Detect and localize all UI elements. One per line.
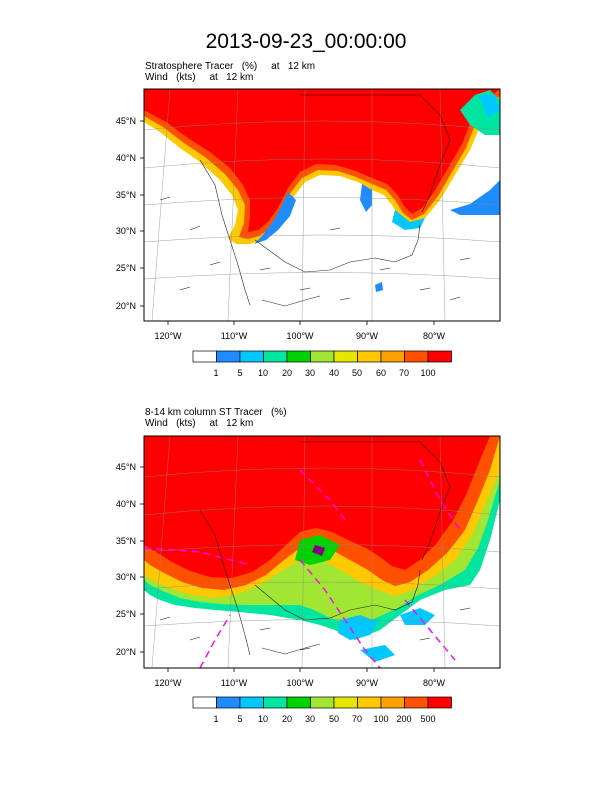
bottom-lon-label-110: 110°W bbox=[220, 678, 248, 688]
bottom-lon-label-100: 100°W bbox=[286, 678, 314, 688]
bottom-lat-label-35: 35°N bbox=[115, 536, 136, 546]
top-map-frame bbox=[143, 88, 501, 322]
top-lon-label-120: 120°W bbox=[154, 331, 182, 341]
top-lat-label-40: 40°N bbox=[115, 153, 136, 163]
top-lat-label-30: 30°N bbox=[115, 226, 136, 236]
top-colorbar-label: 70 bbox=[398, 368, 409, 378]
top-lon-label-90: 90°W bbox=[355, 331, 379, 341]
bottom-colorbar-label: 500 bbox=[420, 714, 436, 724]
bottom-colorbar-label: 100 bbox=[373, 714, 389, 724]
top-lon-label-100: 100°W bbox=[286, 331, 314, 341]
top-colorbar-label: 5 bbox=[237, 368, 243, 378]
top-lat-label-20: 20°N bbox=[115, 301, 136, 311]
bottom-lon-label-120: 120°W bbox=[154, 678, 182, 688]
top-lon-label-80: 80°W bbox=[422, 331, 446, 341]
top-colorbar-label: 100 bbox=[420, 368, 436, 378]
bottom-colorbar-label: 70 bbox=[351, 714, 362, 724]
bottom-colorbar-label: 5 bbox=[237, 714, 243, 724]
bottom-colorbar-label: 30 bbox=[304, 714, 315, 724]
bottom-panel-title-1: 8-14 km column ST Tracer (%) bbox=[145, 407, 287, 418]
bottom-colorbar-label: 1 bbox=[213, 714, 219, 724]
top-colorbar-label: 50 bbox=[351, 368, 362, 378]
bottom-colorbar-label: 200 bbox=[396, 714, 412, 724]
top-colorbar-label: 30 bbox=[304, 368, 315, 378]
top-lat-label-25: 25°N bbox=[115, 263, 136, 273]
top-colorbar-label: 60 bbox=[375, 368, 386, 378]
top-map-field bbox=[144, 89, 500, 321]
top-lat-label-35: 35°N bbox=[115, 190, 136, 200]
top-colorbar-label: 40 bbox=[328, 368, 339, 378]
bottom-panel-title-2: Wind (kts) at 12 km bbox=[145, 418, 254, 429]
top-lat-label-45: 45°N bbox=[115, 116, 136, 126]
bottom-lat-label-25: 25°N bbox=[115, 609, 136, 619]
bottom-map-field bbox=[144, 436, 500, 668]
bottom-lat-label-30: 30°N bbox=[115, 572, 136, 582]
top-colorbar-label: 10 bbox=[257, 368, 268, 378]
bottom-lat-label-45: 45°N bbox=[115, 462, 136, 472]
bottom-lat-label-20: 20°N bbox=[115, 647, 136, 657]
top-colorbar-label: 1 bbox=[213, 368, 219, 378]
bottom-lon-label-90: 90°W bbox=[355, 678, 379, 688]
bottom-map-frame bbox=[143, 435, 501, 669]
bottom-lat-label-40: 40°N bbox=[115, 499, 136, 509]
top-lon-label-110: 110°W bbox=[220, 331, 248, 341]
bottom-colorbar-label: 10 bbox=[257, 714, 268, 724]
top-colorbar-label: 20 bbox=[281, 368, 292, 378]
bottom-colorbar-label: 20 bbox=[281, 714, 292, 724]
bottom-lon-label-80: 80°W bbox=[422, 678, 446, 688]
top-panel-title-2: Wind (kts) at 12 km bbox=[145, 72, 254, 83]
bottom-colorbar-label: 50 bbox=[328, 714, 339, 724]
figure-title: 2013-09-23_00:00:00 bbox=[205, 30, 407, 53]
top-panel-title-1: Stratosphere Tracer (%) at 12 km bbox=[145, 61, 316, 72]
